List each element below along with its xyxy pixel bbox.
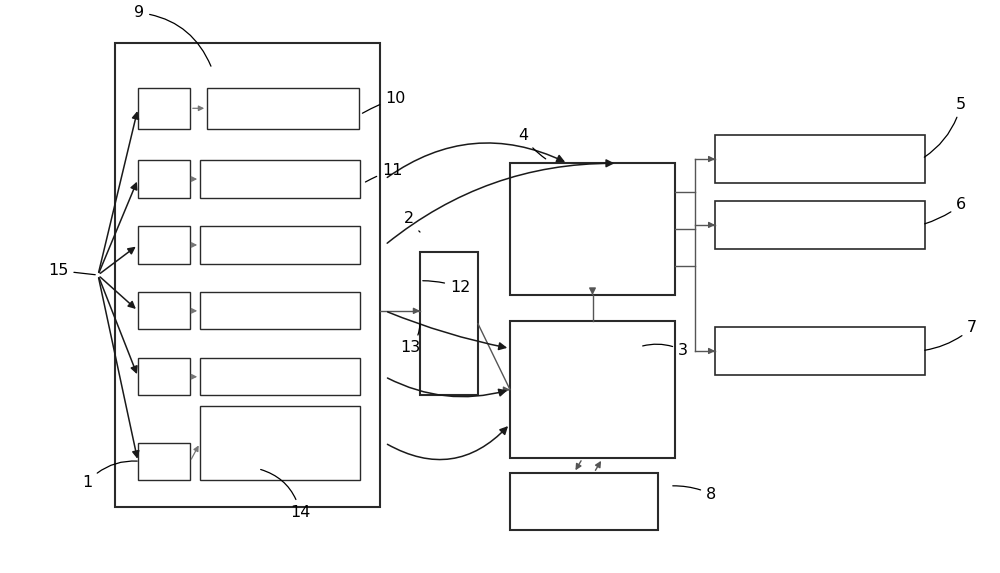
Text: 14: 14 xyxy=(261,469,310,520)
Bar xyxy=(138,443,190,480)
Bar xyxy=(138,358,190,395)
Text: 13: 13 xyxy=(400,324,420,355)
Bar xyxy=(420,252,478,395)
Bar xyxy=(200,358,360,395)
Bar xyxy=(510,163,675,295)
Bar xyxy=(200,292,360,329)
Bar xyxy=(200,226,360,264)
Bar xyxy=(138,226,190,264)
Bar xyxy=(715,327,925,375)
Bar xyxy=(200,160,360,198)
Text: 3: 3 xyxy=(643,343,688,358)
Bar xyxy=(715,201,925,249)
Text: 12: 12 xyxy=(423,280,470,295)
Text: 9: 9 xyxy=(134,5,211,66)
Text: 2: 2 xyxy=(404,211,420,232)
Bar xyxy=(510,321,675,458)
Bar xyxy=(138,160,190,198)
Text: 4: 4 xyxy=(518,128,546,159)
Bar xyxy=(207,88,359,129)
Text: 6: 6 xyxy=(925,197,966,224)
Text: 7: 7 xyxy=(925,320,977,350)
Bar xyxy=(715,135,925,183)
Text: 10: 10 xyxy=(362,91,405,113)
Text: 8: 8 xyxy=(673,486,716,501)
Bar xyxy=(200,406,360,480)
Text: 11: 11 xyxy=(365,163,402,182)
Text: 5: 5 xyxy=(924,97,966,157)
Bar xyxy=(510,473,658,530)
Bar xyxy=(138,292,190,329)
Text: 15: 15 xyxy=(48,263,95,278)
Bar xyxy=(115,43,380,507)
Bar xyxy=(138,88,190,129)
Text: 1: 1 xyxy=(82,461,137,490)
